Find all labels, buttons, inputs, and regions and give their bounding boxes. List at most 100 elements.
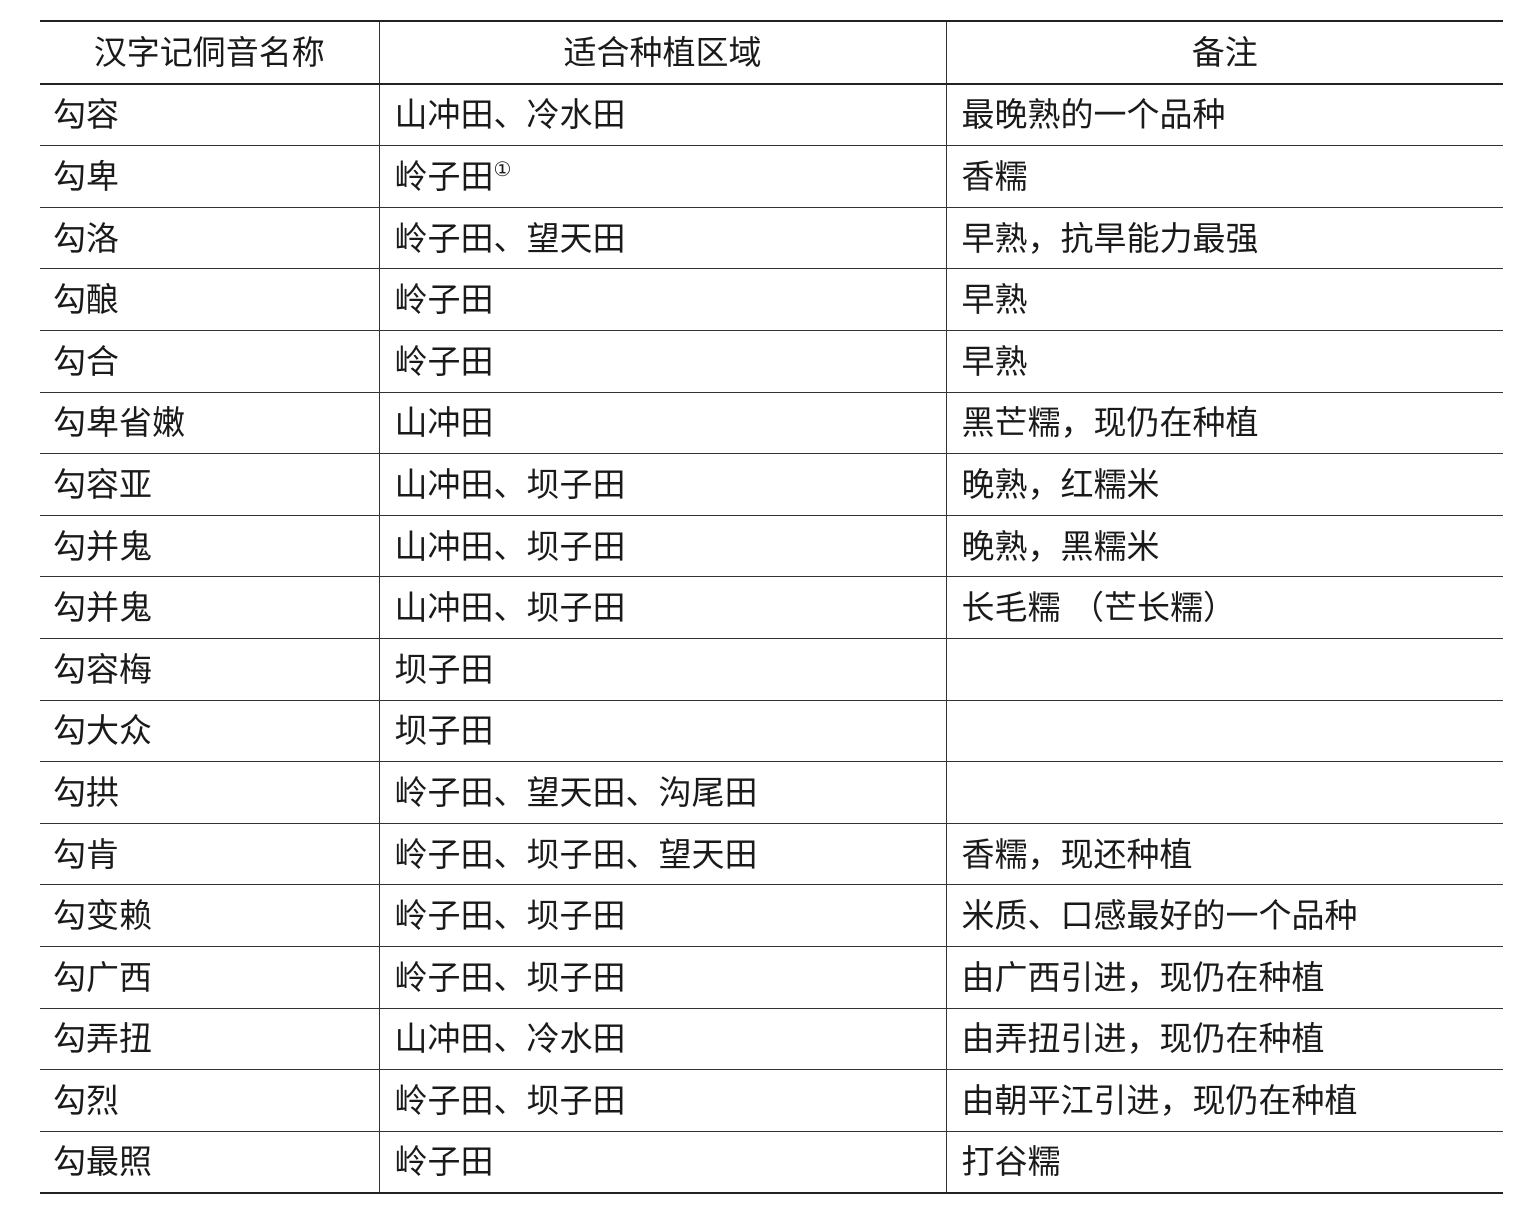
table-row: 勾变赖 岭子田、坝子田 米质、口感最好的一个品种 — [40, 884, 1503, 947]
cell-note-text: 黑芒糯，现仍在种植 — [961, 403, 1259, 443]
table-row: 勾最照 岭子田 打谷糯 — [40, 1130, 1503, 1195]
cell-region-text: 岭子田 — [394, 341, 494, 381]
cell-region-text: 岭子田、坝子田 — [394, 957, 626, 997]
cell-name: 勾并鬼 — [40, 514, 379, 578]
cell-note: 由朝平江引进，现仍在种植 — [945, 1069, 1503, 1132]
cell-note: 香糯 — [945, 145, 1503, 208]
cell-region-text: 山冲田、坝子田 — [394, 588, 626, 628]
cell-name: 勾容梅 — [40, 637, 379, 701]
cell-region: 岭子田 — [378, 329, 946, 393]
table-row: 勾容 山冲田、冷水田 最晚熟的一个品种 — [40, 83, 1503, 147]
cell-note: 长毛糯 （芒长糯） — [945, 576, 1503, 639]
table-row: 勾广西 岭子田、坝子田 由广西引进，现仍在种植 — [40, 945, 1503, 1009]
cell-note-text: 早熟 — [961, 341, 1028, 381]
cell-note: 最晚熟的一个品种 — [945, 83, 1503, 147]
cell-name-text: 勾最照 — [53, 1142, 152, 1182]
table-row: 勾肯 岭子田、坝子田、望天田 香糯，现还种植 — [40, 822, 1503, 886]
cell-region: 岭子田、坝子田 — [378, 1069, 946, 1132]
cell-name-text: 勾弄扭 — [53, 1019, 152, 1059]
cell-name-text: 勾容亚 — [53, 464, 152, 504]
cell-note-text: 打谷糯 — [961, 1142, 1061, 1182]
table-row: 勾烈 岭子田、坝子田 由朝平江引进，现仍在种植 — [40, 1069, 1503, 1132]
cell-note: 由广西引进，现仍在种植 — [945, 945, 1503, 1009]
cell-region-text: 岭子田、坝子田、望天田 — [394, 834, 758, 874]
cell-name-text: 勾大众 — [53, 711, 152, 751]
footnote-marker: ① — [493, 157, 512, 182]
cell-note-text: 晚熟，黑糯米 — [961, 526, 1160, 566]
cell-region: 山冲田、坝子田 — [378, 514, 946, 578]
cell-note-text: 由广西引进，现仍在种植 — [961, 957, 1325, 997]
cell-region: 山冲田 — [378, 391, 946, 455]
cell-name-text: 勾并鬼 — [53, 588, 152, 628]
rice-varieties-table: 汉字记侗音名称 适合种植区域 备注 勾容 山冲田、冷水田 最晚熟的一个品种 勾卑 岭子田… — [40, 20, 1503, 1195]
cell-name: 勾酿 — [40, 268, 379, 331]
cell-note: 晚熟，黑糯米 — [945, 514, 1503, 578]
table-row: 勾卑省嫩 山冲田 黑芒糯，现仍在种植 — [40, 391, 1503, 455]
cell-region-text: 岭子田、坝子田 — [394, 896, 626, 936]
cell-region: 岭子田① — [378, 145, 946, 208]
cell-name-text: 勾变赖 — [53, 896, 152, 936]
cell-region: 坝子田 — [378, 637, 946, 701]
cell-note-text: 早熟 — [961, 280, 1028, 320]
cell-note: 打谷糯 — [945, 1130, 1503, 1195]
cell-name: 勾广西 — [40, 945, 379, 1009]
cell-name-text: 勾容 — [53, 95, 119, 135]
cell-region: 坝子田 — [378, 699, 946, 763]
cell-region: 岭子田、望天田 — [378, 206, 946, 270]
cell-name: 勾变赖 — [40, 884, 379, 947]
header-note: 备注 — [945, 20, 1503, 85]
table-row: 勾合 岭子田 早熟 — [40, 329, 1503, 393]
table-row: 勾大众 坝子田 — [40, 699, 1503, 763]
cell-note: 早熟 — [945, 268, 1503, 331]
cell-name: 勾合 — [40, 329, 379, 393]
cell-name: 勾最照 — [40, 1130, 379, 1195]
cell-note-text: 香糯，现还种植 — [961, 834, 1193, 874]
cell-name: 勾容 — [40, 83, 379, 147]
cell-region-text: 岭子田 — [394, 157, 494, 197]
cell-note: 香糯，现还种植 — [945, 822, 1503, 886]
cell-note-text: 由弄扭引进，现仍在种植 — [961, 1019, 1325, 1059]
cell-region: 山冲田、坝子田 — [378, 453, 946, 516]
table-row: 勾并鬼 山冲田、坝子田 长毛糯 （芒长糯） — [40, 576, 1503, 639]
cell-region-text: 山冲田、坝子田 — [394, 526, 626, 566]
cell-region-text: 岭子田 — [394, 1142, 494, 1182]
cell-name-text: 勾卑 — [53, 156, 119, 196]
cell-region: 山冲田、坝子田 — [378, 576, 946, 639]
cell-region: 岭子田、坝子田 — [378, 884, 946, 947]
cell-name: 勾大众 — [40, 699, 379, 763]
cell-name: 勾弄扭 — [40, 1007, 379, 1071]
cell-name-text: 勾烈 — [53, 1080, 119, 1120]
cell-name-text: 勾肯 — [53, 834, 119, 874]
cell-region: 岭子田、坝子田、望天田 — [378, 822, 946, 886]
cell-name: 勾容亚 — [40, 453, 379, 516]
cell-note-text: 晚熟，红糯米 — [961, 464, 1160, 504]
cell-region-text: 岭子田、望天田 — [394, 218, 626, 258]
cell-region: 岭子田、望天田、沟尾田 — [378, 761, 946, 824]
cell-region-text: 岭子田、望天田、沟尾田 — [394, 772, 758, 812]
table-row: 勾酿 岭子田 早熟 — [40, 268, 1503, 331]
cell-name: 勾卑 — [40, 145, 379, 208]
cell-name: 勾拱 — [40, 761, 379, 824]
cell-note: 黑芒糯，现仍在种植 — [945, 391, 1503, 455]
cell-note: 晚熟，红糯米 — [945, 453, 1503, 516]
cell-name-text: 勾卑省嫩 — [53, 403, 185, 443]
table-row: 勾洛 岭子田、望天田 早熟，抗旱能力最强 — [40, 206, 1503, 270]
cell-region-text: 山冲田、冷水田 — [394, 1019, 626, 1059]
cell-region-text: 岭子田、坝子田 — [394, 1080, 626, 1120]
cell-note-text: 由朝平江引进，现仍在种植 — [961, 1080, 1358, 1120]
table-row: 勾卑 岭子田① 香糯 — [40, 145, 1503, 208]
cell-region-text: 坝子田 — [394, 711, 494, 751]
header-name: 汉字记侗音名称 — [40, 20, 379, 85]
cell-note-text: 香糯 — [961, 156, 1028, 196]
cell-name-text: 勾拱 — [53, 772, 119, 812]
cell-name: 勾肯 — [40, 822, 379, 886]
cell-region: 山冲田、冷水田 — [378, 1007, 946, 1071]
cell-name-text: 勾容梅 — [53, 649, 152, 689]
cell-note-text: 最晚熟的一个品种 — [961, 95, 1226, 135]
cell-note-text: 米质、口感最好的一个品种 — [961, 896, 1358, 936]
cell-name: 勾卑省嫩 — [40, 391, 379, 455]
cell-region: 山冲田、冷水田 — [378, 83, 946, 147]
cell-note: 早熟 — [945, 329, 1503, 393]
cell-name-text: 勾合 — [53, 341, 119, 381]
cell-region-text: 岭子田 — [394, 280, 494, 320]
